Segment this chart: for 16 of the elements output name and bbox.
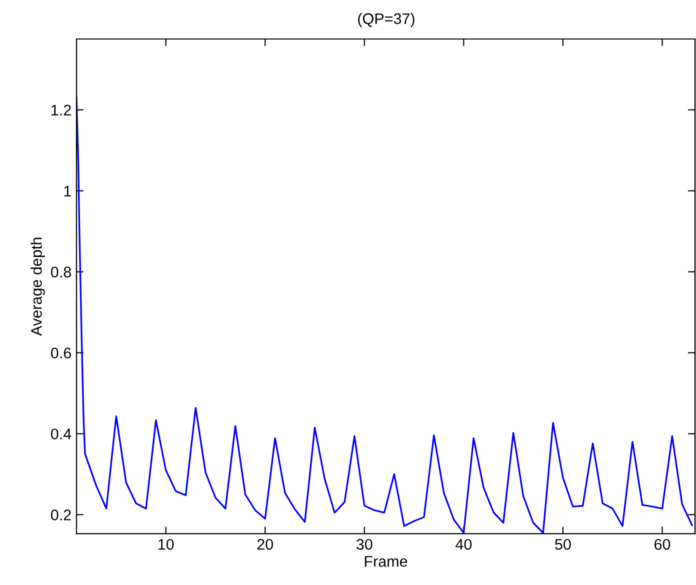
- y-tick-label: 0.2: [51, 510, 71, 520]
- y-tick-label: 0.8: [51, 266, 71, 278]
- x-tick-label: 10: [158, 538, 174, 550]
- line-series: [76, 96, 693, 534]
- x-tick-label: 40: [456, 538, 472, 550]
- x-tick-label: 60: [654, 538, 670, 550]
- y-tick-label: 0.4: [51, 428, 72, 440]
- x-tick-label: 50: [555, 538, 571, 550]
- chart-title: (QP=37): [358, 12, 414, 28]
- y-tick-label: 1.2: [52, 104, 71, 116]
- x-axis-title: Frame: [364, 556, 408, 567]
- x-tick-label: 30: [356, 538, 372, 550]
- y-tick-label: 1: [64, 186, 71, 196]
- x-tick-label: 20: [257, 538, 274, 550]
- y-tick-label: 0.6: [51, 348, 71, 358]
- y-axis-title: Average depth: [30, 238, 45, 336]
